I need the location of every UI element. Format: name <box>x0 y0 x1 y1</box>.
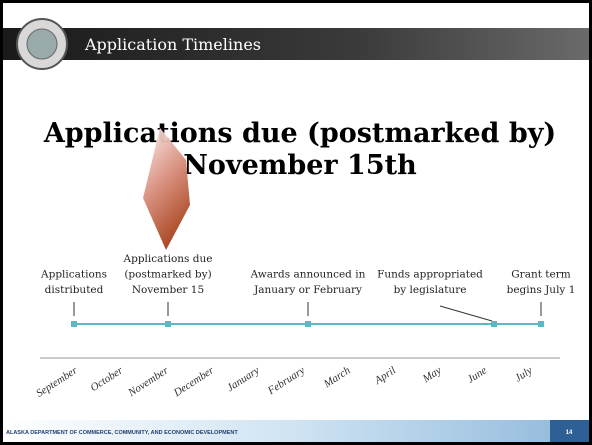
event-label: distributed <box>45 284 104 296</box>
event-label: (postmarked by) <box>124 269 211 281</box>
event-marker <box>538 321 544 327</box>
page-badge <box>550 420 589 442</box>
event-label: Awards announced in <box>250 269 366 281</box>
page-number: 14 <box>566 430 573 436</box>
footer-bar <box>3 420 589 442</box>
header-title: Application Timelines <box>84 35 261 54</box>
arrow-shape <box>143 128 190 250</box>
event-label: Grant term <box>511 269 570 281</box>
connector <box>439 305 493 322</box>
event-label: Applications <box>40 269 107 281</box>
event-label: by legislature <box>394 284 467 296</box>
heading-line: Applications due (postmarked by) <box>43 118 556 149</box>
event-label: November 15 <box>132 284 204 296</box>
heading-line: November 15th <box>183 150 417 181</box>
event-marker <box>305 321 311 327</box>
event-label: January or February <box>253 284 362 296</box>
header-bar <box>3 28 589 60</box>
event-label: begins July 1 <box>507 284 576 296</box>
event-marker <box>165 321 171 327</box>
footer-text: ALASKA DEPARTMENT OF COMMERCE, COMMUNITY… <box>6 430 238 436</box>
event-label: Applications due <box>123 253 213 265</box>
event-label: Funds appropriated <box>377 269 483 281</box>
seal-inner <box>26 28 58 60</box>
event-marker <box>71 321 77 327</box>
event-marker <box>491 321 497 327</box>
